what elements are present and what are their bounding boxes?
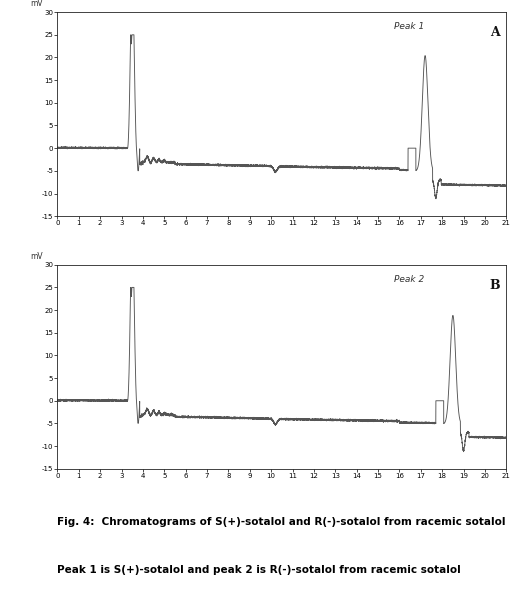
Text: mV: mV bbox=[30, 252, 43, 260]
Text: Peak 2: Peak 2 bbox=[394, 275, 424, 284]
Text: Peak 1: Peak 1 bbox=[394, 22, 424, 32]
Text: B: B bbox=[489, 279, 500, 292]
Text: Peak 1 is S(+)-sotalol and peak 2 is R(-)-sotalol from racemic sotalol: Peak 1 is S(+)-sotalol and peak 2 is R(-… bbox=[57, 565, 461, 575]
Text: Fig. 4:  Chromatograms of S(+)-sotalol and R(-)-sotalol from racemic sotalol: Fig. 4: Chromatograms of S(+)-sotalol an… bbox=[57, 517, 506, 527]
Text: A: A bbox=[490, 27, 500, 39]
Text: mV: mV bbox=[30, 0, 43, 8]
